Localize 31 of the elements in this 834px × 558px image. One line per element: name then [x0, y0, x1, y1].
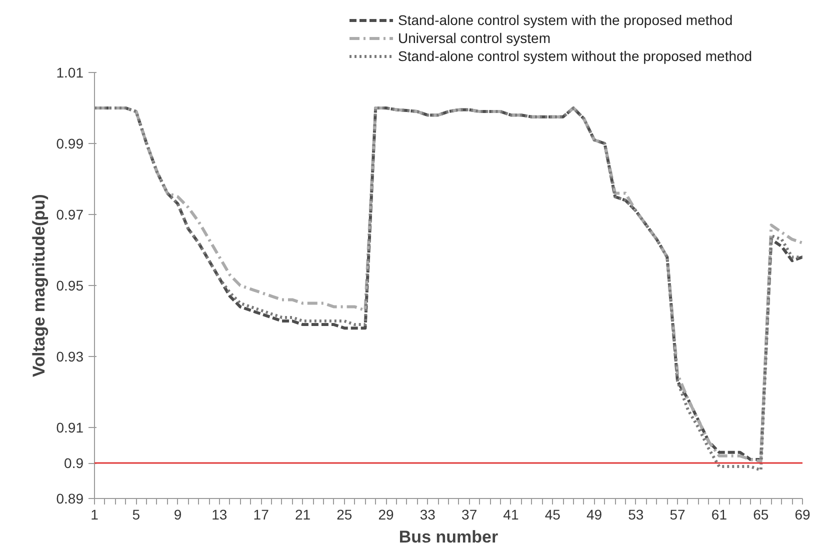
x-tick-label: 9: [174, 506, 182, 522]
y-tick-label: 0.91: [56, 420, 84, 436]
x-tick-label: 45: [544, 506, 561, 522]
x-tick-label: 33: [420, 506, 436, 522]
x-axis-title: Bus number: [398, 528, 498, 546]
y-tick-label: 0.97: [56, 206, 84, 222]
x-tick-label: 17: [253, 506, 270, 522]
x-tick-label: 1: [90, 506, 99, 522]
y-axis-title: Voltage magnitude(pu): [29, 194, 48, 377]
x-tick-label: 5: [132, 506, 140, 522]
x-tick-label: 57: [670, 506, 686, 522]
legend-label: Stand-alone control system without the proposed method: [398, 48, 752, 64]
y-tick-label: 1.01: [56, 64, 84, 80]
x-tick-label: 29: [378, 506, 394, 522]
y-tick-label: 0.9: [64, 455, 84, 471]
x-tick-label: 13: [212, 506, 228, 522]
x-tick-label: 69: [794, 506, 810, 522]
x-tick-label: 61: [711, 506, 728, 522]
legend-label: Stand-alone control system with the proposed method: [398, 12, 733, 28]
y-tick-label: 0.95: [56, 278, 84, 294]
x-tick-label: 49: [586, 506, 602, 522]
x-tick-label: 65: [753, 506, 769, 522]
x-tick-label: 25: [336, 506, 352, 522]
x-tick-label: 37: [462, 506, 478, 522]
x-tick-label: 21: [294, 506, 311, 522]
x-tick-label: 53: [628, 506, 644, 522]
y-tick-label: 0.89: [56, 490, 84, 506]
y-tick-label: 0.93: [56, 348, 84, 364]
y-tick-label: 0.99: [56, 136, 84, 152]
x-tick-label: 41: [503, 506, 519, 522]
legend-label: Universal control system: [398, 30, 550, 46]
